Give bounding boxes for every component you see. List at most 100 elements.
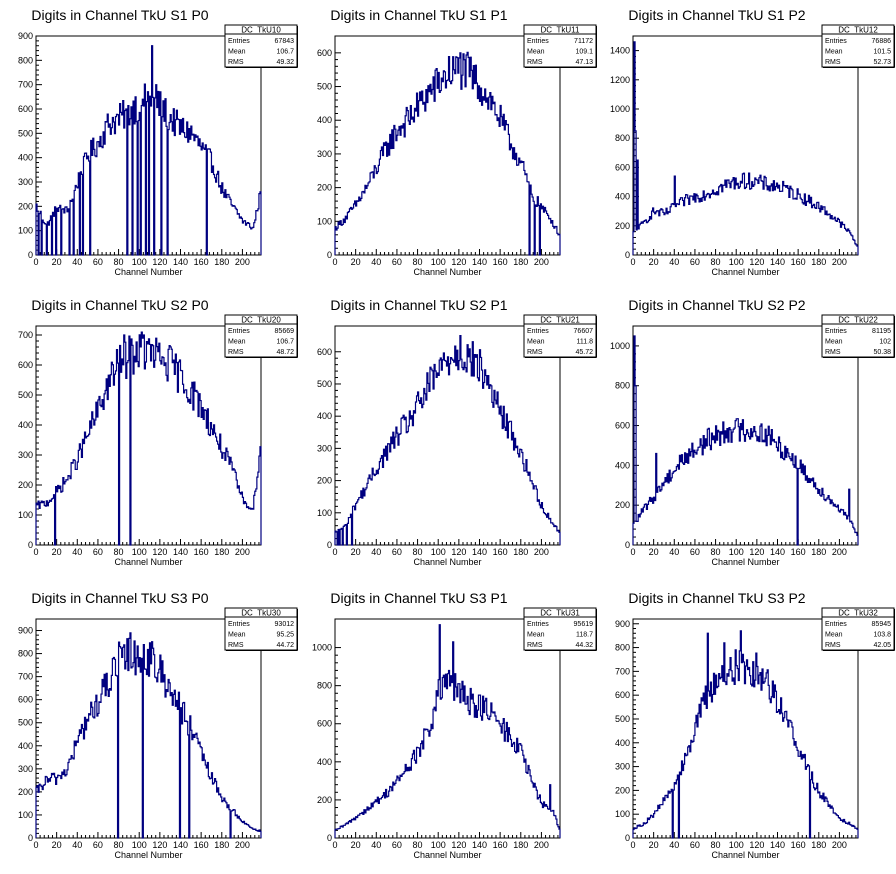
x-tick-label: 160 (493, 547, 508, 557)
x-tick-label: 60 (392, 547, 402, 557)
x-tick-label: 0 (332, 257, 337, 267)
y-tick-label: 1400 (610, 46, 630, 56)
stats-label-rms: RMS (825, 349, 841, 356)
x-tick-label: 80 (413, 840, 423, 850)
stats-label-rms: RMS (527, 59, 543, 66)
x-tick-label: 0 (33, 257, 38, 267)
stats-label-rms: RMS (228, 59, 244, 66)
stats-box-frame (224, 24, 298, 68)
x-tick-label: 180 (811, 257, 826, 267)
plot-frame (632, 325, 859, 546)
y-tick-label: 400 (317, 411, 332, 421)
y-tick-label: 400 (18, 741, 33, 751)
stats-label-entries: Entries (228, 328, 250, 335)
y-tick-label: 0 (625, 833, 630, 843)
y-tick-label: 200 (317, 795, 332, 805)
x-tick-label: 140 (173, 257, 188, 267)
stats-value-entries: 67843 (275, 38, 295, 45)
chart-title: Digits in Channel TkU S1 P0 (31, 7, 208, 23)
y-tick-label: 200 (615, 785, 630, 795)
y-tick-label: 600 (18, 104, 33, 114)
chart-title: Digits in Channel TkU S2 P0 (31, 297, 208, 313)
x-tick-label: 160 (791, 257, 806, 267)
chart-title: Digits in Channel TkU S2 P1 (330, 297, 507, 313)
stats-name: DC_TkU32 (838, 609, 878, 618)
x-axis-label: Channel Number (413, 267, 481, 277)
y-tick-label: 600 (317, 48, 332, 58)
y-tick-label: 100 (18, 510, 33, 520)
x-tick-label: 80 (114, 257, 124, 267)
x-tick-label: 20 (649, 257, 659, 267)
x-tick-label: 140 (770, 547, 785, 557)
x-tick-label: 40 (371, 840, 381, 850)
x-tick-label: 180 (513, 840, 528, 850)
y-tick-label: 100 (615, 809, 630, 819)
x-tick-label: 80 (711, 547, 721, 557)
x-tick-label: 180 (214, 257, 229, 267)
stats-value-entries: 93012 (275, 621, 295, 628)
x-tick-label: 40 (72, 840, 82, 850)
stats-box: DC_TkU22 Entries 81195 Mean 102 RMS 50.38 (821, 314, 895, 358)
x-tick-label: 180 (214, 840, 229, 850)
histogram-panel: Digits in Channel TkU S2 P20200400600800… (610, 297, 895, 567)
histogram-series (334, 624, 561, 838)
x-tick-label: 200 (534, 547, 549, 557)
y-tick-label: 400 (615, 460, 630, 470)
y-tick-label: 600 (317, 719, 332, 729)
stats-label-mean: Mean (228, 49, 246, 56)
stats-name: DC_TkU11 (541, 26, 581, 35)
stats-value-mean: 101.5 (873, 49, 891, 56)
stats-value-entries: 76607 (574, 328, 594, 335)
x-tick-label: 20 (52, 547, 62, 557)
plot-frame (632, 618, 859, 839)
y-tick-label: 800 (18, 649, 33, 659)
x-tick-label: 100 (431, 840, 446, 850)
x-tick-label: 160 (194, 547, 209, 557)
histogram-panel: Digits in Channel TkU S3 P20100200300400… (615, 590, 895, 860)
x-tick-label: 100 (132, 547, 147, 557)
stats-name: DC_TkU30 (241, 609, 281, 618)
stats-value-mean: 109.1 (575, 49, 593, 56)
x-axis-label: Channel Number (114, 267, 182, 277)
x-tick-label: 160 (194, 257, 209, 267)
x-tick-label: 100 (431, 547, 446, 557)
x-tick-label: 200 (235, 840, 250, 850)
stats-label-mean: Mean (527, 632, 545, 639)
y-tick-label: 400 (615, 192, 630, 202)
histogram-panel: Digits in Channel TkU S1 P00100200300400… (18, 7, 298, 277)
x-tick-label: 100 (132, 257, 147, 267)
y-tick-label: 600 (615, 421, 630, 431)
histogram-series (334, 51, 561, 256)
stats-value-rms: 47.13 (575, 59, 593, 66)
stats-value-rms: 52.73 (873, 59, 891, 66)
y-tick-label: 500 (317, 82, 332, 92)
stats-box-frame (523, 24, 597, 68)
plot-frame (334, 618, 561, 839)
plot-frame (35, 325, 262, 546)
x-tick-label: 40 (371, 257, 381, 267)
x-axis-label: Channel Number (711, 850, 779, 860)
histogram-series (35, 331, 262, 546)
x-tick-label: 80 (413, 257, 423, 267)
y-tick-label: 600 (18, 360, 33, 370)
x-tick-label: 120 (152, 257, 167, 267)
x-tick-label: 120 (152, 840, 167, 850)
stats-value-mean: 102 (879, 339, 891, 346)
stats-label-mean: Mean (527, 339, 545, 346)
stats-label-mean: Mean (825, 339, 843, 346)
stats-value-mean: 106.7 (276, 339, 294, 346)
x-tick-label: 180 (214, 547, 229, 557)
stats-value-rms: 42.05 (873, 642, 891, 649)
stats-box: DC_TkU10 Entries 67843 Mean 106.7 RMS 49.32 (224, 24, 298, 68)
stats-label-entries: Entries (527, 621, 549, 628)
x-tick-label: 0 (630, 257, 635, 267)
x-tick-label: 120 (451, 257, 466, 267)
stats-box-frame (821, 314, 895, 358)
x-tick-label: 40 (669, 840, 679, 850)
histogram-series (632, 335, 859, 546)
x-tick-label: 60 (93, 547, 103, 557)
y-tick-label: 200 (317, 183, 332, 193)
x-tick-label: 180 (811, 840, 826, 850)
x-tick-label: 20 (351, 547, 361, 557)
y-tick-label: 700 (18, 330, 33, 340)
